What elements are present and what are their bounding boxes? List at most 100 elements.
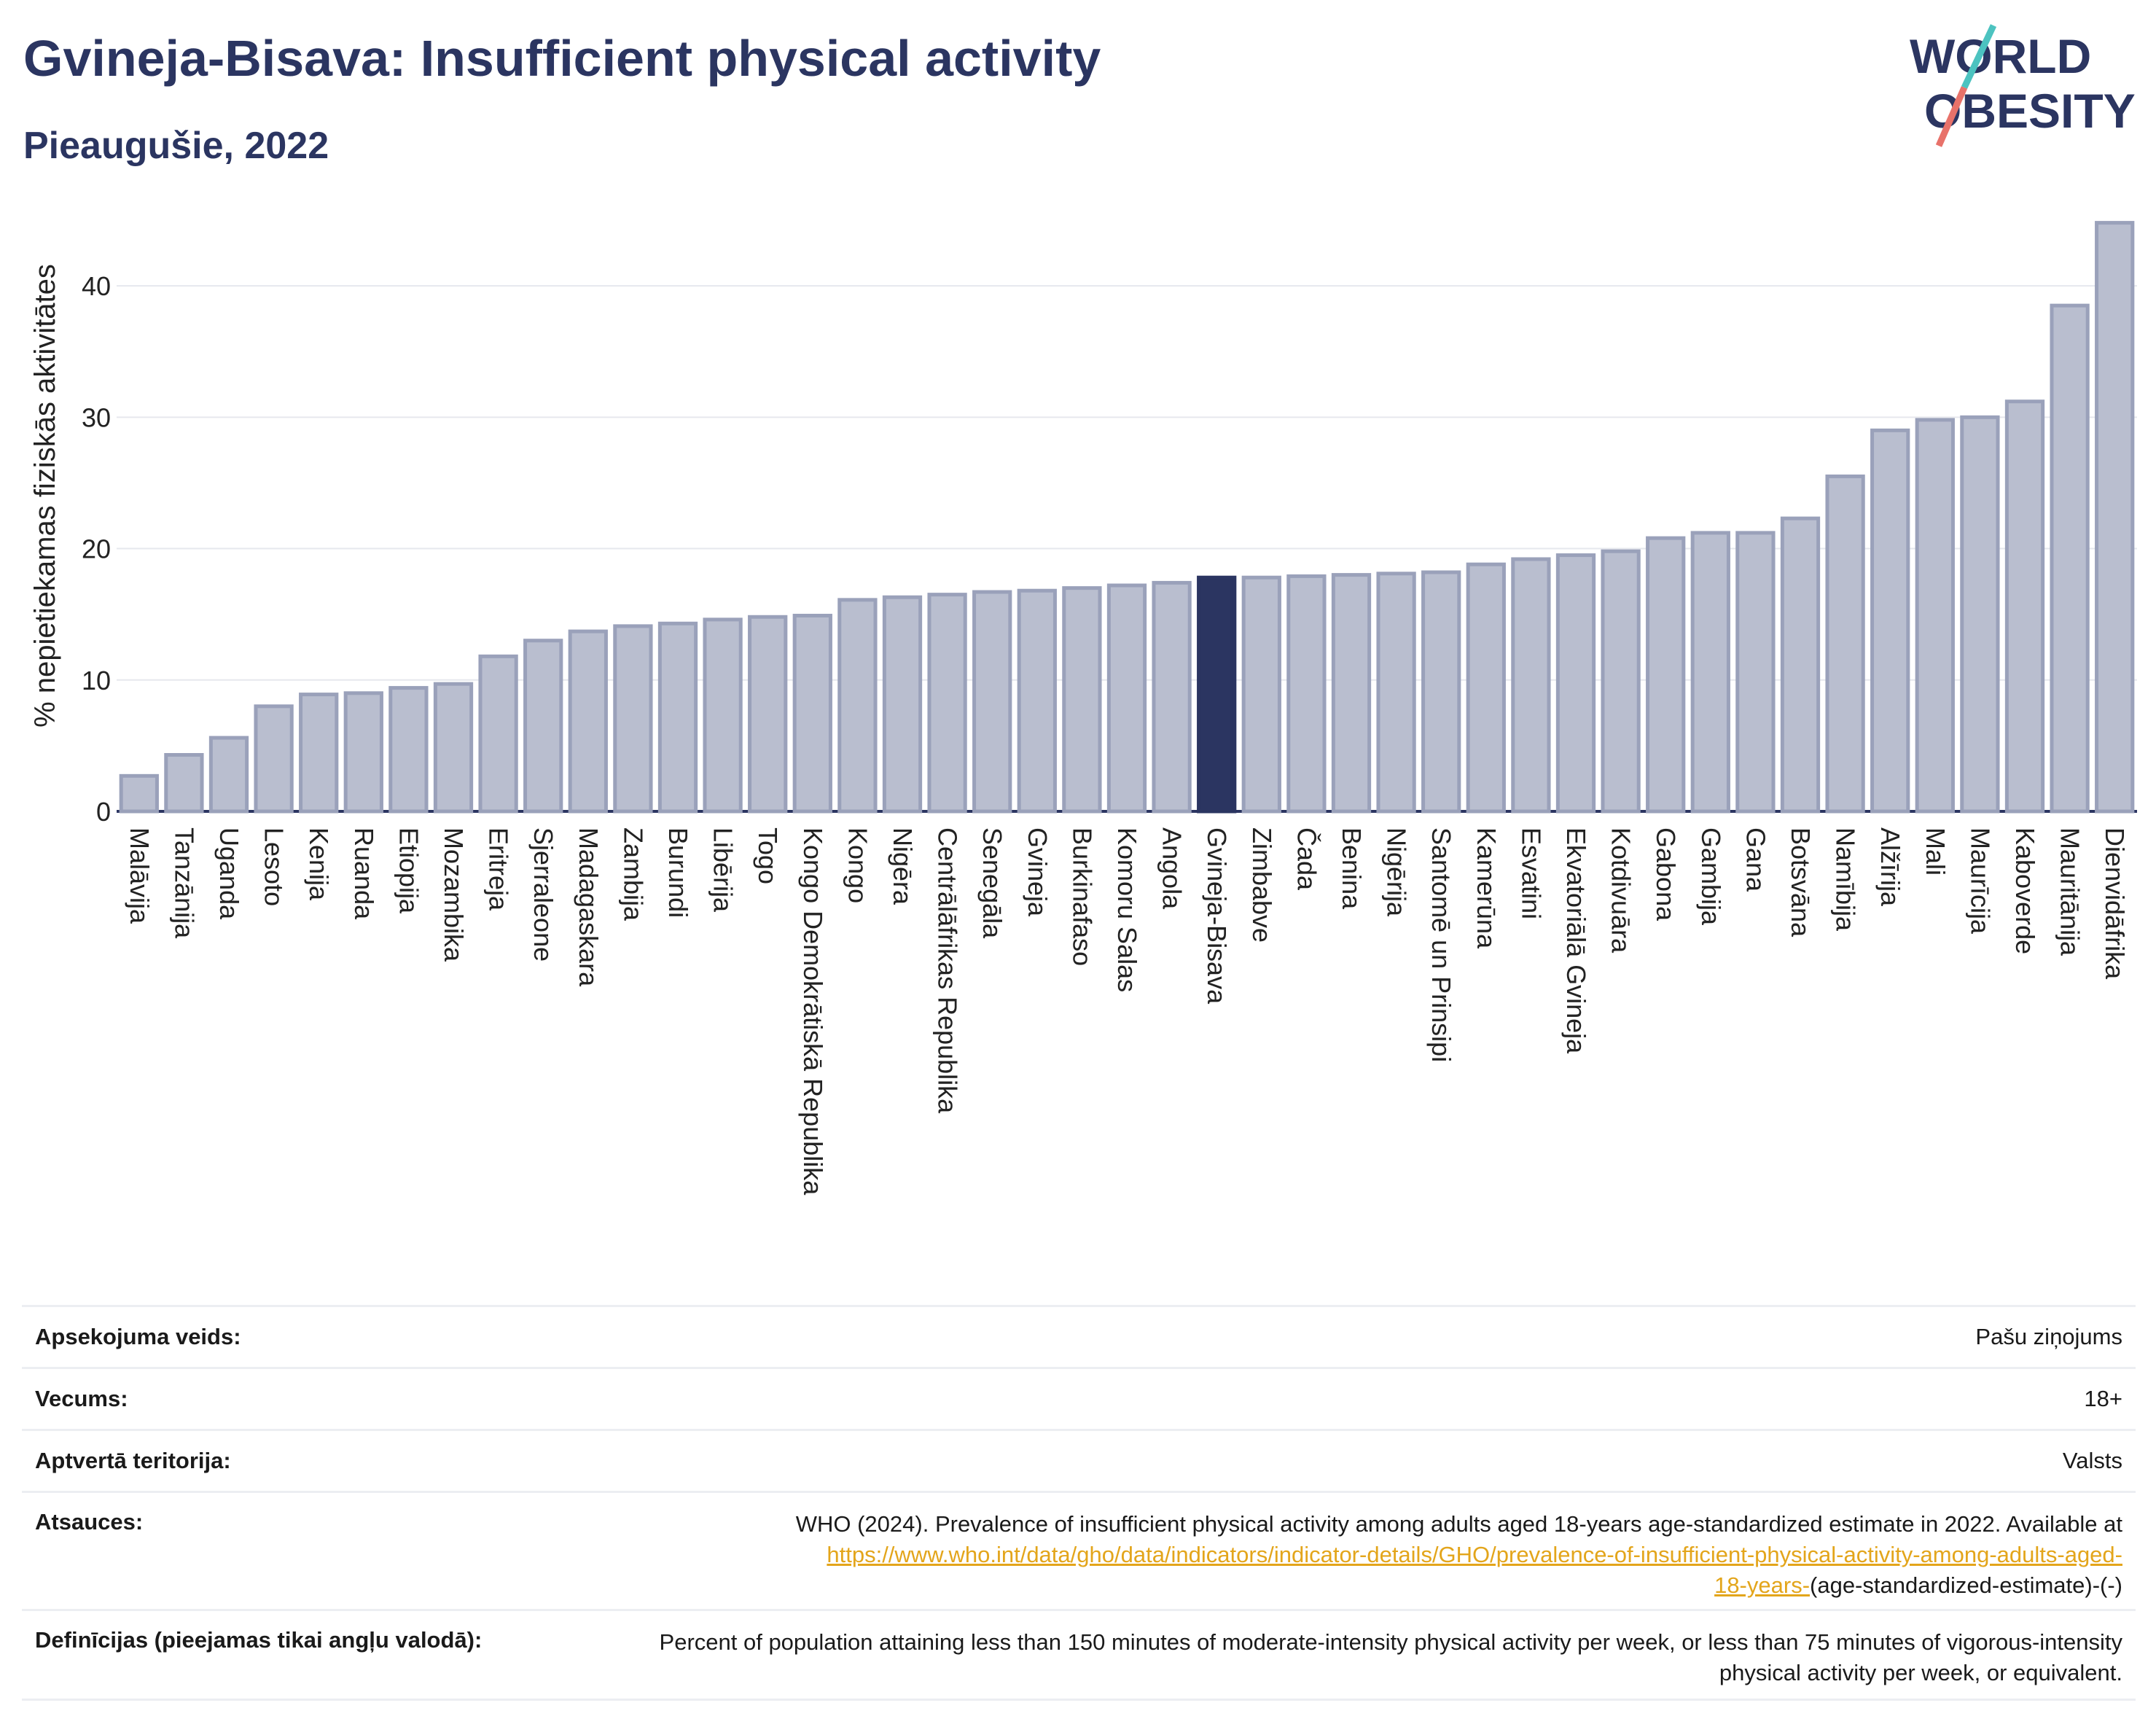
category-label: Tanzānija	[169, 827, 199, 939]
category-label: Maurīcija	[1965, 827, 1995, 935]
bar	[1870, 428, 1910, 814]
world-obesity-logo: WORLD OBESITY	[1910, 24, 2136, 147]
category-label: Senegāla	[977, 827, 1007, 939]
bar	[1286, 574, 1327, 814]
page-subtitle: Pieaugušie, 2022	[23, 125, 329, 167]
category-label: Ruanda	[349, 827, 379, 920]
category-label: Gana	[1741, 827, 1770, 892]
bar	[1152, 580, 1192, 814]
logo-slash-teal	[1961, 24, 1997, 89]
bar	[1555, 553, 1596, 814]
category-label: Botsvāna	[1786, 827, 1816, 937]
y-tick-label: 10	[82, 666, 111, 695]
logo-slash-red	[1935, 86, 1968, 147]
bar	[119, 773, 159, 814]
category-label: Kaboverde	[2010, 827, 2040, 954]
bar	[1646, 536, 1686, 814]
category-label: Burkinafaso	[1067, 827, 1097, 966]
bar	[2050, 303, 2090, 814]
y-tick-label: 30	[82, 402, 111, 432]
category-label: Alžīrija	[1875, 827, 1905, 907]
bar-chart: Malāvija Tanzānija Uganda Lesoto Kenija Ruand…	[29, 221, 2137, 1196]
category-label: Čada	[1292, 827, 1321, 891]
category-label: Kongo	[843, 827, 872, 903]
bar	[1331, 573, 1372, 814]
coverage-value: Valsts	[2062, 1448, 2122, 1473]
y-tick-labels: 0 10 20 30 40	[82, 271, 111, 827]
page-title: Gvineja-Bisava: Insufficient physical ac…	[23, 30, 1101, 87]
category-label: Mauritānija	[2055, 827, 2085, 956]
info-row-definitions: Definīcijas (pieejamas tikai angļu valod…	[22, 1609, 2136, 1701]
category-label: Gambija	[1696, 827, 1726, 926]
bar	[657, 621, 698, 814]
bar	[748, 615, 788, 814]
logo-line-1: WORLD	[1910, 29, 2091, 83]
category-label: Ekvatoriālā Gvineja	[1561, 827, 1591, 1054]
category-label: Zambija	[618, 827, 648, 921]
category-label: Kamerūna	[1472, 827, 1501, 949]
info-row-age: Vecums: 18+	[22, 1367, 2136, 1429]
bar	[523, 639, 563, 814]
references-text: WHO (2024). Prevalence of insufficient p…	[795, 1511, 2122, 1537]
category-label: Burundi	[663, 827, 693, 918]
bar	[1735, 531, 1776, 814]
category-label: Nigērija	[1382, 827, 1412, 917]
y-tick-label: 0	[96, 797, 111, 827]
category-label: Gvineja-Bisava	[1202, 827, 1232, 1005]
category-label: Kongo Demokrātiskā Republika	[798, 827, 828, 1196]
bar	[972, 590, 1012, 814]
info-row-references: Atsauces: WHO (2024). Prevalence of insu…	[22, 1491, 2136, 1609]
category-label: Angola	[1157, 827, 1187, 910]
bar	[1780, 516, 1821, 814]
category-label: Libērija	[708, 827, 738, 913]
bar	[208, 736, 249, 814]
category-labels: Malāvija Tanzānija Uganda Lesoto Kenija Ruand…	[125, 827, 2130, 1196]
category-label: Gabona	[1651, 827, 1681, 921]
bar	[1690, 531, 1730, 814]
y-tick-label: 40	[82, 271, 111, 301]
category-label: Dienvidāfrika	[2100, 827, 2130, 980]
bar	[299, 693, 339, 814]
category-label: Santomē un Prinsipi	[1426, 827, 1456, 1062]
bar	[792, 613, 832, 814]
bar	[927, 593, 967, 814]
category-label: Gvineja	[1023, 827, 1052, 917]
category-label: Uganda	[214, 827, 244, 920]
bar	[433, 682, 474, 814]
bar	[1376, 572, 1416, 814]
category-label: Zimbabve	[1247, 827, 1277, 943]
references-label: Atsauces:	[35, 1509, 144, 1535]
bar	[2095, 221, 2135, 814]
bar	[1915, 418, 1955, 814]
bar	[1197, 575, 1237, 814]
category-label: Togo	[753, 827, 783, 884]
category-label: Mozambika	[439, 827, 469, 962]
category-label: Lesoto	[259, 827, 289, 906]
references-link-part-1: https://www.who.int/data/gho/data/indica…	[827, 1542, 2122, 1567]
bar	[2004, 399, 2045, 814]
bar	[568, 629, 608, 814]
y-axis-label: % nepietiekamas fiziskās aktivitātes	[29, 264, 61, 728]
bars	[119, 221, 2135, 814]
bar	[1017, 588, 1057, 814]
bar	[1825, 474, 1865, 814]
info-row-coverage: Aptvertā teritorija: Valsts	[22, 1429, 2136, 1491]
bar	[882, 595, 923, 814]
category-label: Mali	[1921, 827, 1950, 876]
age-value: 18+	[2084, 1386, 2122, 1411]
category-label: Komoru Salas	[1112, 827, 1142, 992]
category-label: Eritreja	[484, 827, 514, 911]
bar	[254, 704, 294, 814]
bar	[1106, 583, 1147, 814]
category-label: Sjerraleone	[528, 827, 558, 962]
y-tick-label: 20	[82, 534, 111, 564]
survey-value: Pašu ziņojums	[1975, 1324, 2122, 1349]
category-label: Etiopija	[394, 827, 423, 914]
category-label: Kotdivuāra	[1606, 827, 1636, 954]
references-link[interactable]: https://www.who.int/data/gho/data/indica…	[827, 1542, 2122, 1598]
bar	[613, 624, 653, 814]
category-label: Benina	[1337, 827, 1367, 910]
category-label: Kenija	[304, 827, 334, 901]
category-label: Nigēra	[888, 827, 918, 905]
coverage-label: Aptvertā teritorija:	[35, 1448, 231, 1473]
